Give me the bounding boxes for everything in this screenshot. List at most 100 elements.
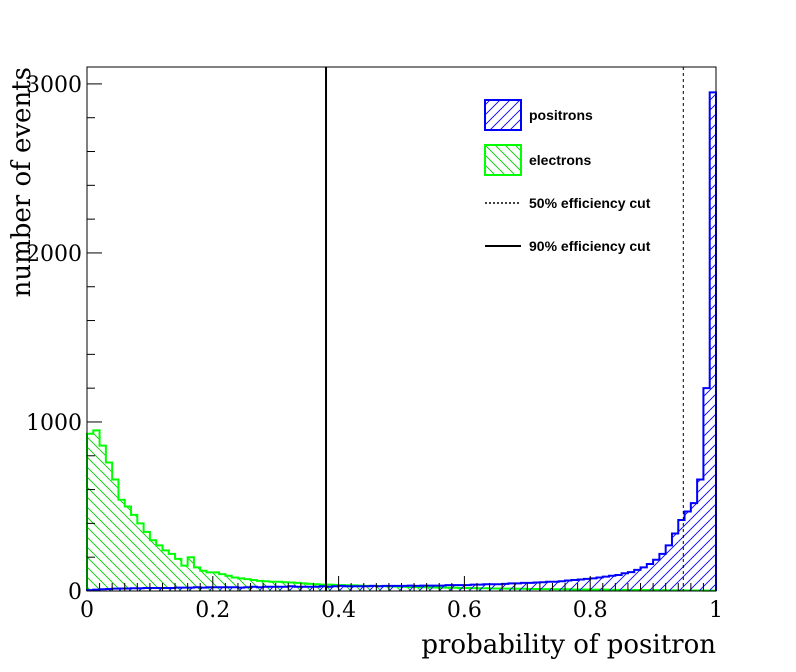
positrons-bin (539, 582, 547, 591)
electrons-bin (244, 579, 251, 591)
positrons-bin (640, 567, 647, 591)
positrons-bin (231, 587, 238, 591)
positrons-bin (319, 586, 327, 591)
positrons-bin (269, 586, 276, 591)
positrons-bin (168, 587, 176, 591)
positrons-bin (244, 587, 251, 591)
positrons-bin (237, 587, 245, 591)
y-tick-label: 0 (68, 580, 82, 605)
electrons-bin (131, 514, 138, 591)
positrons-bin (527, 582, 534, 591)
positrons-bin (351, 586, 358, 591)
positrons-bin (458, 585, 465, 591)
electrons-bin (112, 479, 119, 591)
legend-label-positrons: positrons (529, 107, 593, 123)
positrons-bin (552, 581, 559, 591)
positrons-bin (709, 92, 716, 592)
legend: positrons electrons 50% efficiency cut 9… (484, 99, 651, 254)
positrons-bin (200, 587, 207, 591)
plot-frame (86, 66, 717, 592)
electrons-bin (175, 558, 182, 591)
positrons-bin (376, 586, 383, 591)
positrons-bin (187, 587, 194, 591)
positrons-bin (476, 584, 484, 591)
positrons-bin (653, 559, 660, 591)
positrons-bin (678, 520, 685, 591)
positrons-bin (212, 587, 220, 591)
positrons-bin (426, 585, 433, 591)
positrons-bin (388, 585, 396, 591)
electrons-bin (219, 574, 226, 591)
positrons-bin (181, 587, 188, 591)
series-positrons (86, 91, 717, 592)
x-tick-label: 1 (709, 598, 723, 623)
positrons-bin (175, 587, 182, 591)
legend-label-electrons: electrons (529, 152, 591, 168)
positrons-bin (470, 584, 477, 591)
electrons-bin (231, 577, 238, 591)
x-tick-label: 0.6 (447, 598, 482, 623)
positrons-bin (445, 585, 452, 591)
positrons-bin (250, 586, 257, 591)
legend-swatch-electrons (484, 144, 522, 176)
positrons-bin (407, 585, 415, 591)
positrons-bin (596, 577, 603, 591)
positrons-outline (86, 91, 717, 592)
positrons-bin (514, 583, 522, 591)
electrons-bin (225, 575, 232, 591)
positrons-bin (275, 586, 282, 591)
electrons-bin (156, 545, 163, 591)
positrons-bin (703, 388, 710, 591)
positrons-bin (451, 585, 459, 591)
positrons-bin (137, 588, 144, 591)
y-axis-title: number of events (7, 67, 37, 297)
positrons-bin (112, 588, 119, 591)
electrons-bin (149, 540, 157, 591)
positrons-bin (502, 583, 509, 591)
positrons-bin (307, 586, 314, 591)
positrons-bin (684, 511, 691, 591)
positrons-bin (697, 479, 704, 591)
positrons-bin (288, 586, 295, 591)
positrons-bin (401, 585, 408, 591)
electrons-bin (193, 567, 201, 591)
positrons-bin (558, 581, 566, 591)
electrons-bin (181, 565, 188, 591)
positrons-bin (615, 574, 622, 591)
positrons-bin (281, 586, 289, 591)
x-tick-label: 0.8 (573, 598, 608, 623)
positrons-bin (382, 585, 389, 591)
positrons-bin (414, 585, 421, 591)
positrons-bin (143, 587, 150, 591)
positrons-bin (621, 573, 628, 591)
electrons-bin (143, 531, 150, 591)
x-tick-label: 0 (80, 598, 94, 623)
positrons-bin (602, 576, 610, 591)
positrons-bin (659, 553, 666, 591)
positrons-bin (105, 588, 113, 591)
positrons-bin (521, 582, 528, 591)
cut-lines-layer (325, 67, 684, 591)
positrons-bin (206, 587, 213, 591)
positrons-bin (118, 588, 125, 591)
positrons-bin (395, 585, 402, 591)
positrons-bin (300, 586, 308, 591)
positrons-bin (156, 587, 163, 591)
electrons-bin (237, 578, 245, 591)
positrons-bin (149, 587, 157, 591)
electrons-bin (99, 445, 106, 591)
electrons-bin (256, 580, 264, 591)
positrons-bin (193, 587, 201, 591)
positrons-bin (313, 586, 320, 591)
positrons-bin (483, 584, 490, 591)
electrons-bin (200, 570, 207, 591)
positrons-bin (124, 588, 132, 591)
positrons-bin (294, 586, 301, 591)
positrons-bin (671, 533, 679, 591)
positrons-bin (634, 569, 641, 591)
axes-layer: 0 0.2 0.4 0.6 0.8 1 0 1000 2000 3000 (26, 73, 723, 623)
positrons-bin (225, 587, 232, 591)
legend-label-90-cut: 90% efficiency cut (529, 238, 651, 254)
positrons-bin (432, 585, 440, 591)
